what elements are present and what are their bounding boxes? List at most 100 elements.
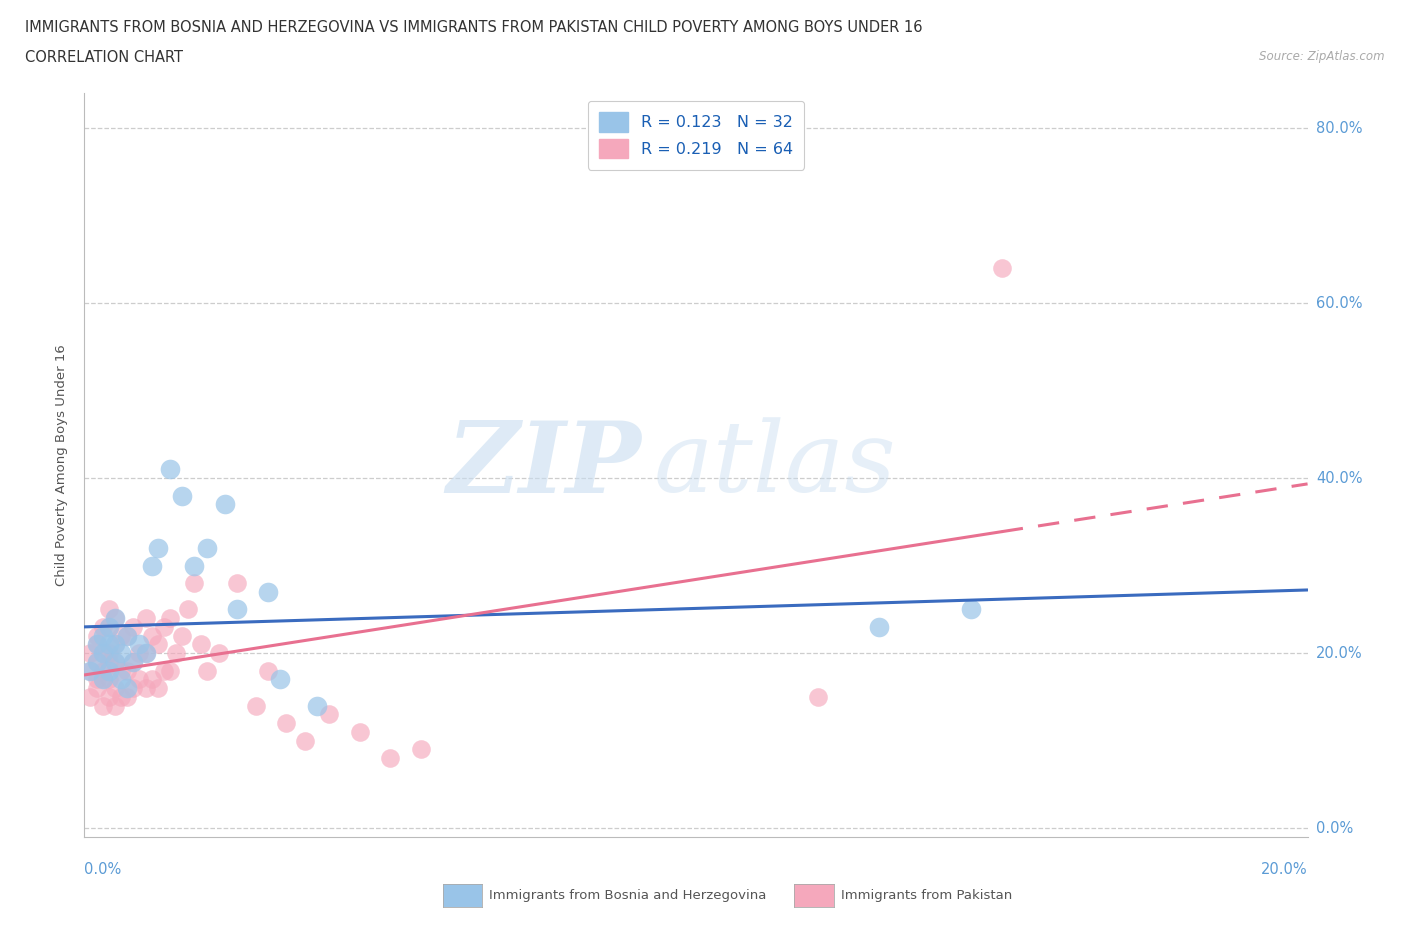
Text: 0.0%: 0.0% bbox=[1316, 821, 1353, 836]
Point bbox=[318, 707, 340, 722]
Point bbox=[91, 672, 114, 687]
Point bbox=[172, 488, 194, 503]
Point bbox=[122, 681, 145, 696]
Point bbox=[97, 663, 120, 678]
Point bbox=[86, 629, 108, 644]
Point bbox=[159, 462, 181, 477]
Point bbox=[86, 681, 108, 696]
Point bbox=[91, 698, 114, 713]
Point bbox=[79, 689, 101, 704]
Point bbox=[183, 558, 205, 573]
Point bbox=[79, 663, 101, 678]
Point bbox=[110, 645, 132, 660]
Text: Immigrants from Bosnia and Herzegovina: Immigrants from Bosnia and Herzegovina bbox=[489, 889, 766, 902]
Point bbox=[195, 663, 218, 678]
Point bbox=[991, 260, 1014, 275]
Point bbox=[91, 619, 114, 634]
Point bbox=[380, 751, 402, 765]
Point bbox=[135, 645, 157, 660]
Point bbox=[97, 602, 120, 617]
Text: 60.0%: 60.0% bbox=[1316, 296, 1362, 311]
Point bbox=[86, 655, 108, 670]
Point bbox=[135, 681, 157, 696]
Text: Immigrants from Pakistan: Immigrants from Pakistan bbox=[841, 889, 1012, 902]
Point bbox=[159, 663, 181, 678]
Text: 40.0%: 40.0% bbox=[1316, 471, 1362, 485]
Point bbox=[294, 733, 316, 748]
Point bbox=[135, 645, 157, 660]
Point bbox=[91, 645, 114, 660]
Point bbox=[257, 663, 280, 678]
Point bbox=[110, 629, 132, 644]
Point bbox=[128, 637, 150, 652]
Point bbox=[305, 698, 328, 713]
Point bbox=[208, 645, 231, 660]
Point bbox=[115, 663, 138, 678]
Point bbox=[122, 619, 145, 634]
Point bbox=[91, 672, 114, 687]
Point bbox=[91, 663, 114, 678]
Point bbox=[97, 619, 120, 634]
Text: 20.0%: 20.0% bbox=[1261, 862, 1308, 877]
Point bbox=[122, 655, 145, 670]
Point bbox=[110, 672, 132, 687]
Text: CORRELATION CHART: CORRELATION CHART bbox=[25, 50, 183, 65]
Point bbox=[245, 698, 267, 713]
Point bbox=[153, 619, 176, 634]
Point bbox=[146, 637, 169, 652]
Point bbox=[183, 576, 205, 591]
Point bbox=[135, 611, 157, 626]
Text: 80.0%: 80.0% bbox=[1316, 121, 1362, 136]
Text: Source: ZipAtlas.com: Source: ZipAtlas.com bbox=[1260, 50, 1385, 63]
Point bbox=[141, 558, 163, 573]
Point bbox=[276, 716, 298, 731]
Point bbox=[104, 655, 127, 670]
Point bbox=[97, 689, 120, 704]
Point bbox=[214, 497, 236, 512]
Point bbox=[115, 689, 138, 704]
Point bbox=[190, 637, 212, 652]
Text: ZIP: ZIP bbox=[446, 417, 641, 513]
Point bbox=[104, 698, 127, 713]
Point bbox=[104, 655, 127, 670]
Point bbox=[97, 637, 120, 652]
Text: IMMIGRANTS FROM BOSNIA AND HERZEGOVINA VS IMMIGRANTS FROM PAKISTAN CHILD POVERTY: IMMIGRANTS FROM BOSNIA AND HERZEGOVINA V… bbox=[25, 20, 922, 35]
Point bbox=[97, 672, 120, 687]
Point bbox=[349, 724, 371, 739]
Legend: R = 0.123   N = 32, R = 0.219   N = 64: R = 0.123 N = 32, R = 0.219 N = 64 bbox=[588, 101, 804, 169]
Point bbox=[86, 637, 108, 652]
Point bbox=[153, 663, 176, 678]
Point bbox=[97, 655, 120, 670]
Point bbox=[104, 611, 127, 626]
Point bbox=[115, 681, 138, 696]
Point bbox=[128, 672, 150, 687]
Point bbox=[97, 645, 120, 660]
Point bbox=[869, 619, 891, 634]
Point bbox=[146, 681, 169, 696]
Point bbox=[141, 672, 163, 687]
Text: 0.0%: 0.0% bbox=[84, 862, 121, 877]
Point bbox=[159, 611, 181, 626]
Point bbox=[86, 655, 108, 670]
Point bbox=[97, 619, 120, 634]
Point bbox=[91, 645, 114, 660]
Point bbox=[177, 602, 200, 617]
Point bbox=[104, 611, 127, 626]
Point bbox=[226, 576, 249, 591]
Point bbox=[141, 629, 163, 644]
Point bbox=[110, 663, 132, 678]
Point bbox=[172, 629, 194, 644]
Point bbox=[104, 681, 127, 696]
Point bbox=[86, 672, 108, 687]
Point bbox=[146, 540, 169, 555]
Point bbox=[104, 637, 127, 652]
Point bbox=[115, 629, 138, 644]
Point bbox=[115, 629, 138, 644]
Point bbox=[226, 602, 249, 617]
Point bbox=[122, 655, 145, 670]
Point bbox=[960, 602, 983, 617]
Point bbox=[409, 742, 432, 757]
Point bbox=[110, 689, 132, 704]
Point bbox=[86, 637, 108, 652]
Text: atlas: atlas bbox=[654, 418, 896, 512]
